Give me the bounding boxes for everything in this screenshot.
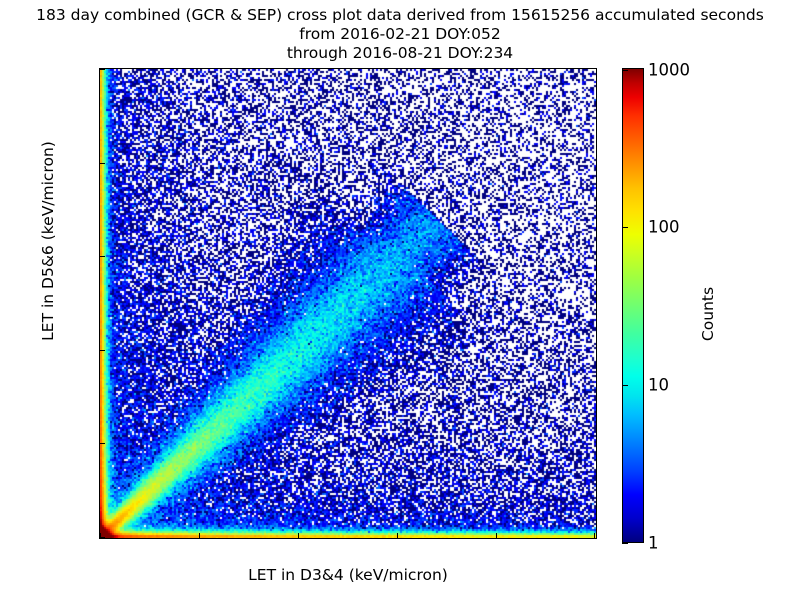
colorbar-tick-mark-1000 <box>622 70 628 72</box>
plot-axes-frame: 0 100 200 300 400 500 0 100 200 300 400 … <box>99 68 597 539</box>
ytick-mark-500 <box>100 69 105 71</box>
ytick-mark-0 <box>100 537 105 538</box>
title-line-3: through 2016-08-21 DOY:234 <box>286 44 514 62</box>
colorbar-tick-mark-10 <box>622 385 628 387</box>
x-axis-title: LET in D3&4 (keV/micron) <box>248 566 448 584</box>
plot-title: 183 day combined (GCR & SEP) cross plot … <box>0 6 800 63</box>
xtick-mark-500 <box>594 533 596 538</box>
colorbar-title: Counts <box>699 286 717 342</box>
colorbar-tick-mark-100 <box>622 227 628 229</box>
ytick-mark-400 <box>100 163 105 165</box>
xtick-mark-100 <box>199 533 201 538</box>
y-axis-title: LET in D5&6 (keV/micron) <box>39 141 57 341</box>
colorbar-label-10: 10 <box>648 375 669 395</box>
colorbar-label-1: 1 <box>648 533 659 553</box>
title-line-2: from 2016-02-21 DOY:052 <box>299 25 501 43</box>
scatter-density-plot <box>100 69 596 538</box>
colorbar-gradient <box>622 68 644 543</box>
colorbar-label-1000: 1000 <box>648 60 690 80</box>
colorbar-tick-mark-1 <box>622 543 628 545</box>
xtick-mark-200 <box>298 533 300 538</box>
ytick-mark-200 <box>100 350 105 352</box>
xtick-mark-0 <box>100 533 102 538</box>
colorbar-label-100: 100 <box>648 217 680 237</box>
title-line-1: 183 day combined (GCR & SEP) cross plot … <box>36 6 764 24</box>
ytick-mark-300 <box>100 256 105 258</box>
xtick-mark-400 <box>496 533 498 538</box>
xtick-mark-300 <box>397 533 399 538</box>
ytick-mark-100 <box>100 443 105 445</box>
